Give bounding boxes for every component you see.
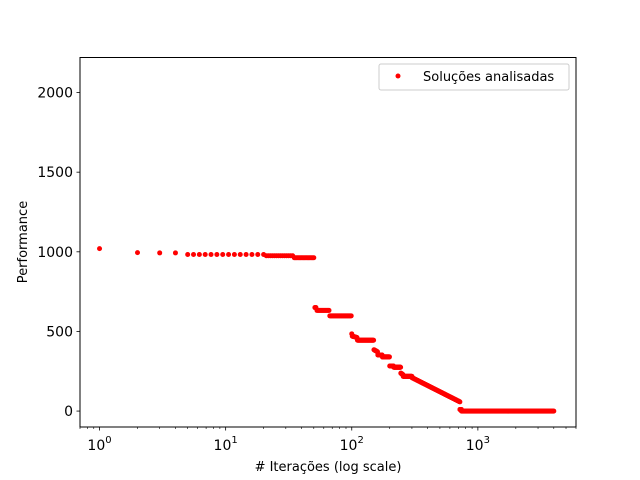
legend-marker — [395, 73, 401, 79]
data-point — [386, 354, 392, 360]
legend-box — [378, 63, 570, 91]
data-point — [398, 364, 404, 370]
data-points — [97, 246, 557, 414]
plot-area-frame — [79, 57, 577, 428]
data-point — [220, 252, 226, 258]
data-point — [196, 252, 202, 258]
legend: Soluções analisadas — [378, 63, 570, 91]
data-point — [172, 250, 178, 256]
y-tick-label: 1500 — [37, 165, 73, 181]
data-point — [237, 252, 243, 258]
y-tick-label: 1000 — [37, 245, 73, 261]
data-point — [226, 252, 232, 258]
y-tick-label: 2000 — [37, 86, 73, 102]
data-point — [311, 255, 317, 261]
data-point — [249, 252, 255, 258]
data-point — [551, 408, 557, 414]
y-axis-label: Performance — [16, 201, 31, 283]
data-point — [208, 252, 214, 258]
y-tick-label: 0 — [64, 404, 73, 420]
data-point — [457, 399, 463, 405]
data-point — [326, 307, 332, 313]
data-point — [135, 250, 140, 256]
x-axis: 100 101 102 103 — [79, 427, 577, 454]
x-tick-label: 103 — [466, 435, 490, 454]
legend-label: Soluções analisadas — [423, 70, 554, 85]
x-axis-label: # Iterações (log scale) — [255, 460, 402, 475]
data-point — [157, 250, 163, 256]
data-point — [255, 252, 261, 258]
data-point — [243, 252, 249, 258]
data-point — [202, 252, 208, 258]
data-point — [231, 252, 237, 258]
x-tick-label: 101 — [214, 435, 238, 454]
data-point — [348, 313, 354, 319]
y-tick-label: 500 — [46, 324, 73, 340]
data-point — [97, 246, 103, 252]
data-point — [371, 337, 377, 343]
data-point — [185, 252, 191, 258]
x-tick-label: 102 — [340, 435, 364, 454]
data-point — [191, 252, 197, 258]
y-axis: 0 500 1000 1500 2000 — [37, 86, 80, 420]
data-point — [214, 252, 220, 258]
x-tick-label: 100 — [87, 435, 111, 454]
